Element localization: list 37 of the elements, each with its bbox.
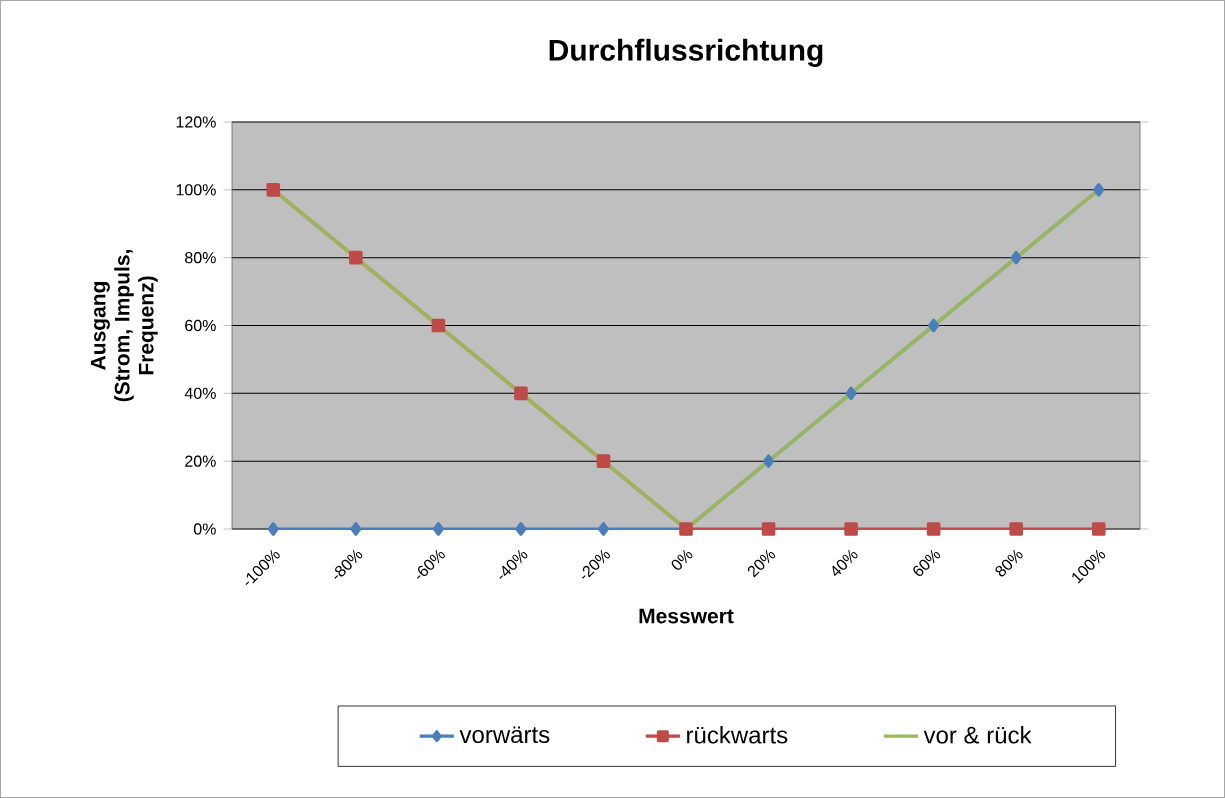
point [761,522,776,536]
legend-label: vor & rück [923,725,1032,744]
point [844,522,858,536]
point [596,454,611,468]
point [431,318,446,333]
y-tick-label: 100% [176,184,216,196]
point [267,522,279,536]
y-tick-label: 120% [176,116,216,128]
point [432,522,444,536]
y-tick-label: 40% [184,387,216,399]
point [515,522,527,536]
y-tick-label: 20% [185,455,216,467]
x-tick-label: 40% [832,549,858,577]
y-tick-label: 80% [185,252,216,264]
point [349,250,363,265]
point [926,522,941,536]
x-axis-title: Messwert [639,608,734,624]
x-tick-label: 0% [671,549,693,570]
point [597,522,609,536]
point [1093,183,1105,197]
legend-label: vorwärts [459,726,550,744]
point [514,386,528,401]
point [350,522,362,536]
x-tick-label: 80% [995,549,1023,577]
y-tick-label: 60% [185,319,216,332]
point [845,386,857,401]
legend-label: rückwarts [687,725,788,744]
x-tick-label: 60% [913,549,941,576]
point [1091,522,1106,536]
point [1010,250,1022,265]
point [266,183,281,197]
point [1009,522,1023,536]
chart-title: Durchflussrichtung [549,38,823,67]
point [928,318,940,333]
y-axis-title: Ausgang (Strom, Impuls, Frequenz) [90,250,158,402]
point [763,454,775,468]
y-tick-label: 0% [193,523,216,535]
